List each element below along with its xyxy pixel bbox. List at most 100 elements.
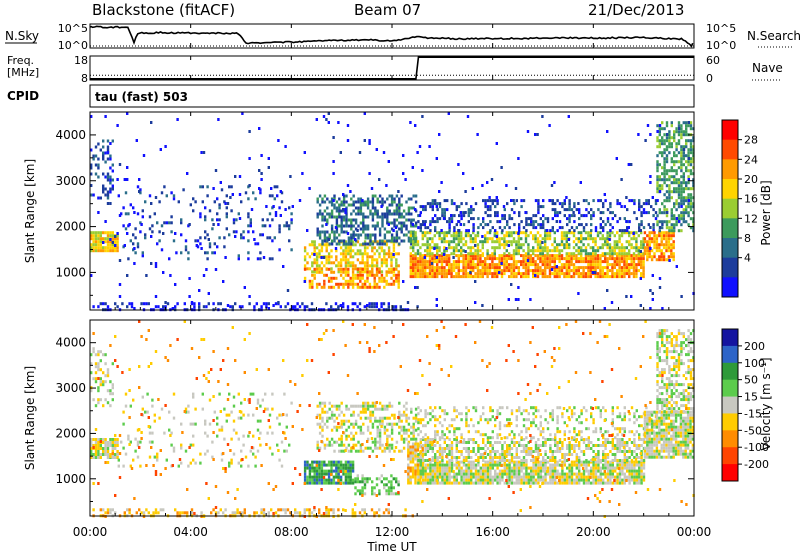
heatmap-cell [337,264,340,268]
heatmap-cell [472,475,475,479]
heatmap-cell [99,237,102,241]
heatmap-cell [252,230,255,234]
heatmap-cell [150,262,153,265]
heatmap-cell [278,230,281,234]
heatmap-cell [395,206,399,210]
heatmap-cell [146,410,149,414]
heatmap-cell [630,257,633,261]
heatmap-cell [369,212,372,216]
heatmap-cell [623,217,626,221]
heatmap-cell [667,237,671,241]
heatmap-cell [646,252,649,256]
heatmap-cell [604,199,607,203]
heatmap-cell [357,209,360,213]
heatmap-cell [94,362,98,366]
heatmap-cell [127,434,130,438]
heatmap-cell [585,475,588,479]
heatmap-cell [482,226,485,230]
heatmap-cell [685,169,688,173]
heatmap-cell [537,205,540,209]
heatmap-cell [347,463,350,467]
heatmap-cell [350,233,353,237]
heatmap-cell [590,229,593,233]
heatmap-cell [570,469,574,473]
heatmap-cell [648,249,651,253]
heatmap-cell [689,160,693,164]
heatmap-cell [109,249,112,253]
heatmap-cell [206,257,209,261]
heatmap-cell [109,154,112,158]
heatmap-cell [553,240,556,244]
heatmap-cell [554,469,557,473]
heatmap-cell [530,220,533,224]
heatmap-cell [416,263,420,267]
heatmap-cell [114,447,117,450]
heatmap-cell [663,193,666,197]
heatmap-cell [642,202,646,206]
heatmap-cell [199,452,202,456]
heatmap-cell [359,249,362,253]
heatmap-cell [357,440,360,444]
heatmap-cell [99,383,102,387]
heatmap-cell [166,302,170,306]
heatmap-cell [640,460,643,464]
heatmap-cell [325,463,328,467]
heatmap-cell [685,211,688,215]
heatmap-cell [109,175,112,179]
heatmap-cell [670,217,673,221]
heatmap-cell [591,271,594,274]
heatmap-cell [321,212,324,216]
heatmap-cell [642,226,646,230]
heatmap-cell [462,275,465,279]
heatmap-cell [387,246,391,250]
heatmap-cell [628,231,631,235]
heatmap-cell [339,246,343,250]
heatmap-cell [366,258,369,262]
heatmap-cell [470,466,473,470]
heatmap-cell [689,193,693,197]
heatmap-cell [450,217,454,221]
heatmap-cell [264,407,267,411]
heatmap-cell [665,169,669,173]
heatmap-cell [496,237,499,241]
heatmap-cell [369,410,372,414]
heatmap-cell [558,266,561,270]
heatmap-cell [422,469,425,473]
heatmap-cell [194,422,197,426]
heatmap-cell [268,257,272,261]
heatmap-cell [318,264,321,268]
heatmap-cell [106,175,110,179]
heatmap-cell [609,466,612,470]
heatmap-cell [658,243,661,247]
heatmap-cell [672,240,675,244]
heatmap-cell [457,263,460,267]
heatmap-cell [542,460,545,464]
heatmap-cell [450,263,453,267]
heatmap-cell [575,269,578,273]
heatmap-cell [228,413,231,417]
heatmap-cell [284,305,287,309]
heatmap-cell [443,237,446,241]
heatmap-cell [424,243,427,247]
heatmap-cell [102,172,105,176]
heatmap-cell [116,456,119,459]
heatmap-cell [565,252,568,256]
heatmap-cell [670,249,673,253]
heatmap-cell [116,453,119,456]
heatmap-cell [225,227,228,231]
heatmap-cell [611,211,614,215]
heatmap-cell [575,460,578,464]
heatmap-cell [546,220,550,224]
heatmap-cell [333,419,336,423]
heatmap-cell [640,254,643,258]
heatmap-cell [350,221,353,225]
heatmap-cell [266,407,269,411]
heatmap-cell [565,234,568,238]
heatmap-cell [640,240,643,244]
heatmap-cell [477,226,480,230]
heatmap-cell [618,229,622,233]
heatmap-cell [170,191,173,195]
heatmap-cell [556,214,559,218]
heatmap-cell [498,266,501,270]
heatmap-cell [685,184,688,188]
